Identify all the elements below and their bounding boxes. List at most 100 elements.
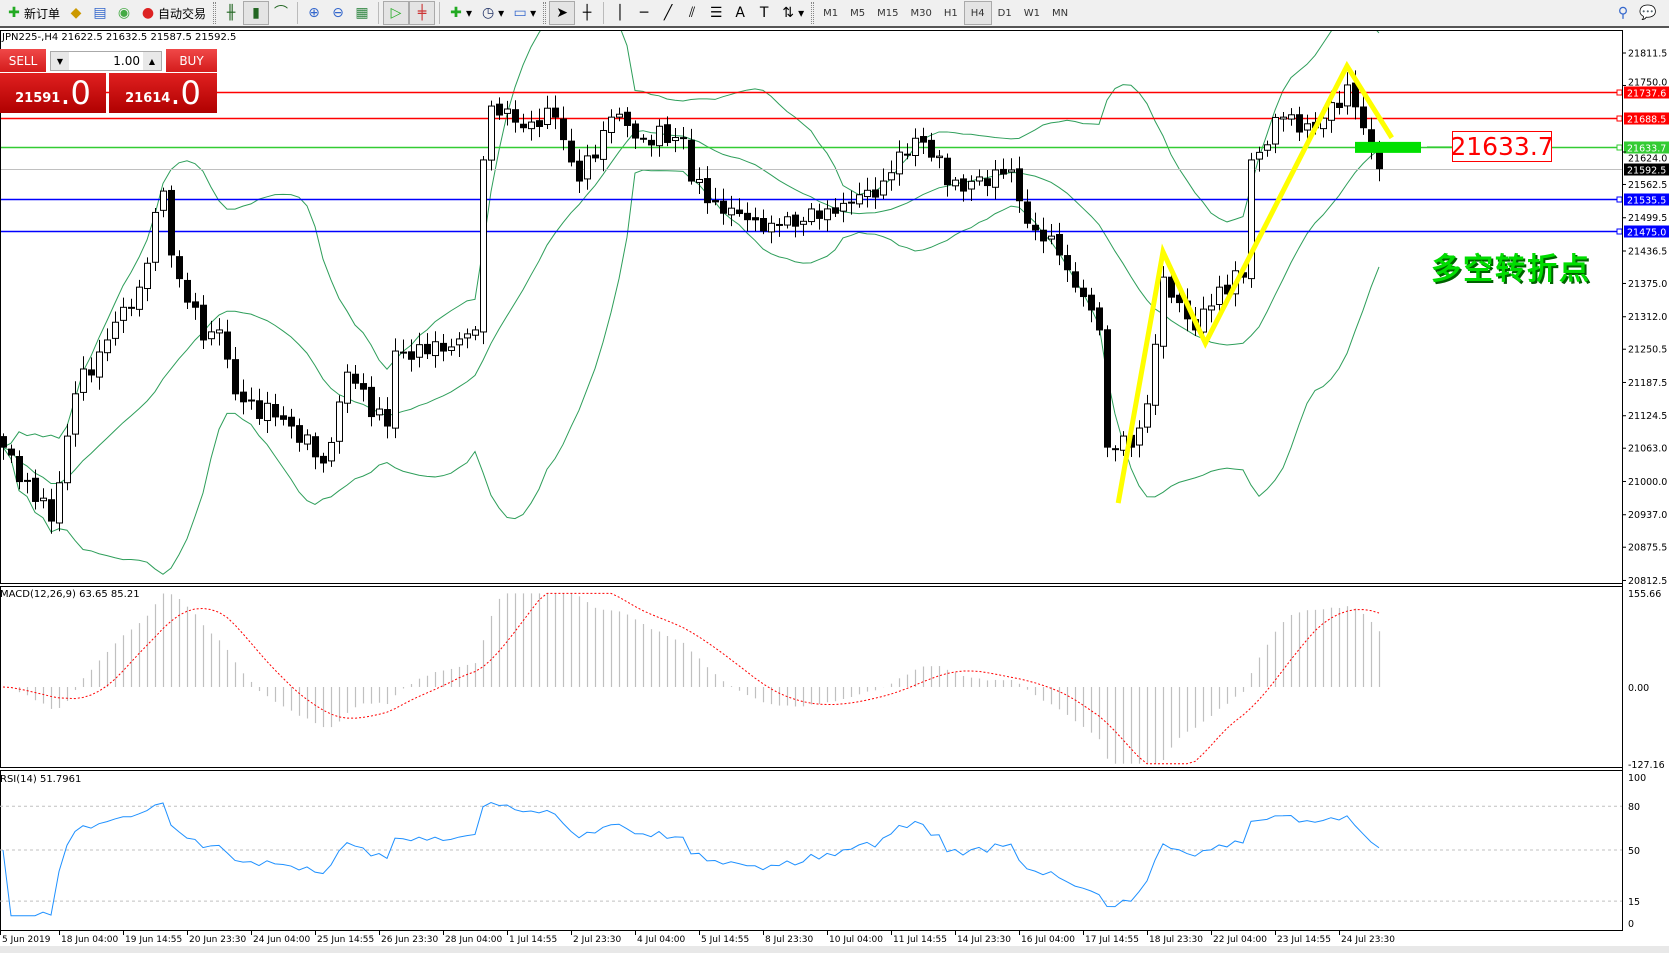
bear-candle-body (592, 154, 599, 159)
new-order-button[interactable]: ✚ 新订单 (2, 1, 64, 25)
candle (896, 140, 903, 186)
timeframe-h4[interactable]: H4 (963, 1, 992, 25)
candle (64, 423, 71, 491)
arrows-icon: ⇅ (782, 5, 794, 21)
candle (1048, 223, 1055, 245)
toolbar-grip[interactable] (543, 2, 547, 24)
bull-candle-body (128, 306, 135, 309)
buy-button[interactable]: BUY (166, 49, 217, 73)
timeframe-h1[interactable]: H1 (943, 7, 958, 19)
cursor-button[interactable]: ➤ (549, 1, 576, 25)
time-axis-label: 19 Jun 14:55 (125, 935, 182, 945)
toolbar-grip[interactable] (213, 2, 217, 24)
tile-windows-button[interactable]: ▦ (350, 1, 374, 25)
bull-candle-body (840, 202, 847, 212)
bear-candle-body (720, 200, 727, 214)
price-axis-label: 21499.5 (1628, 213, 1667, 224)
chat-button[interactable]: 💬 (1635, 1, 1659, 25)
bear-candle-body (816, 210, 823, 219)
line-chart-button[interactable]: ⌒ (269, 1, 293, 25)
new-chart-icon: ✚ (450, 5, 462, 21)
horizontal-line-button[interactable]: ─ (632, 1, 656, 25)
timeframe-m30[interactable]: M30 (910, 7, 932, 19)
timeframe-d1[interactable]: D1 (997, 7, 1012, 19)
bull-candle-body (768, 222, 775, 233)
timeframe-mn[interactable]: MN (1051, 7, 1069, 19)
bull-candle-body (1280, 116, 1287, 120)
text-label-button[interactable]: T (752, 1, 776, 25)
sell-button[interactable]: SELL (0, 49, 46, 73)
bear-candle-body (832, 207, 839, 214)
text-label-icon: T (759, 5, 769, 21)
candle (768, 215, 775, 244)
line-handle (1616, 115, 1623, 122)
bull-candle-body (1200, 308, 1207, 333)
lot-stepper[interactable]: ▼ ▲ (50, 51, 162, 71)
timeframe-m15[interactable]: M15 (877, 7, 899, 19)
templates-button[interactable]: ▭ ▾ (513, 5, 537, 21)
line-handle (1616, 144, 1623, 151)
vertical-line-button[interactable]: │ (608, 1, 632, 25)
candle (832, 198, 839, 217)
bear-candle-body (1016, 168, 1023, 202)
new-chart-button[interactable]: ✚ ▾ (444, 1, 476, 25)
bear-candle-body (272, 404, 279, 418)
search-button[interactable]: ⚲ (1611, 1, 1635, 25)
rsi-axis-label: 0 (1628, 919, 1634, 930)
market-watch-button[interactable]: ◆ (64, 1, 88, 25)
candle (1160, 266, 1167, 359)
candle (712, 187, 719, 206)
sell-price-button[interactable]: 21591.0 (0, 73, 106, 113)
bear-candle-body (1072, 271, 1079, 288)
time-axis-label: 25 Jun 14:55 (317, 935, 374, 945)
zoom-in-button[interactable]: ⊕ (302, 1, 326, 25)
toolbar-grip[interactable] (811, 2, 815, 24)
arrows-button[interactable]: ⇅ ▾ (776, 1, 808, 25)
text-button[interactable]: A (728, 1, 752, 25)
candle (616, 107, 623, 122)
bull-candle-body (64, 435, 71, 484)
auto-trading-button[interactable]: ● 自动交易 (141, 5, 207, 21)
time-axis-label: 10 Jul 04:00 (829, 935, 883, 945)
bull-candle-body (104, 339, 111, 354)
signals-button[interactable]: ◉ (112, 1, 136, 25)
bar-chart-button[interactable]: ╫ (219, 1, 243, 25)
fibonacci-button[interactable]: ☰ (704, 1, 728, 25)
candle (80, 356, 87, 401)
candle (1, 433, 7, 460)
trendline-button[interactable]: ╱ (656, 1, 680, 25)
chart-shift-button[interactable]: ▷ (383, 1, 410, 25)
timeframe-m5[interactable]: M5 (850, 7, 866, 19)
buy-price-button[interactable]: 21614.0 (109, 73, 217, 113)
candle (624, 107, 631, 138)
lot-increase-icon[interactable]: ▲ (143, 52, 161, 70)
price-tag-21688.5: 21688.5 (1627, 115, 1666, 126)
timeframe-m1[interactable]: M1 (823, 7, 839, 19)
candle (1112, 445, 1119, 462)
bull-candle-body (776, 223, 783, 226)
equidistant-channel-button[interactable]: ⫽ (680, 1, 704, 25)
lot-decrease-icon[interactable]: ▼ (51, 52, 69, 70)
candle (1296, 106, 1303, 142)
zigzag-line (1115, 60, 1394, 504)
crosshair-button[interactable]: ┼ (575, 1, 599, 25)
bull-candle-body (1256, 151, 1263, 160)
autoscroll-button[interactable]: ╪ (409, 1, 436, 25)
bear-candle-body (1376, 151, 1383, 170)
candlestick-button[interactable]: ▮ (243, 1, 270, 25)
bull-candle-body (912, 137, 919, 156)
bull-candle-body (800, 220, 807, 225)
candle (520, 113, 527, 133)
bid-tag-bg (1624, 163, 1669, 176)
navigator-button[interactable]: ▤ (88, 1, 112, 25)
bear-candle-body (48, 499, 55, 522)
candle (512, 100, 519, 133)
timeframe-w1[interactable]: W1 (1023, 7, 1040, 19)
bull-candle-body (1048, 235, 1055, 240)
bear-candle-body (1296, 114, 1303, 133)
bull-candle-body (432, 341, 439, 357)
periods-button[interactable]: ◷ ▾ (481, 5, 505, 21)
lot-input[interactable] (69, 54, 143, 68)
zoom-out-button[interactable]: ⊖ (326, 1, 350, 25)
